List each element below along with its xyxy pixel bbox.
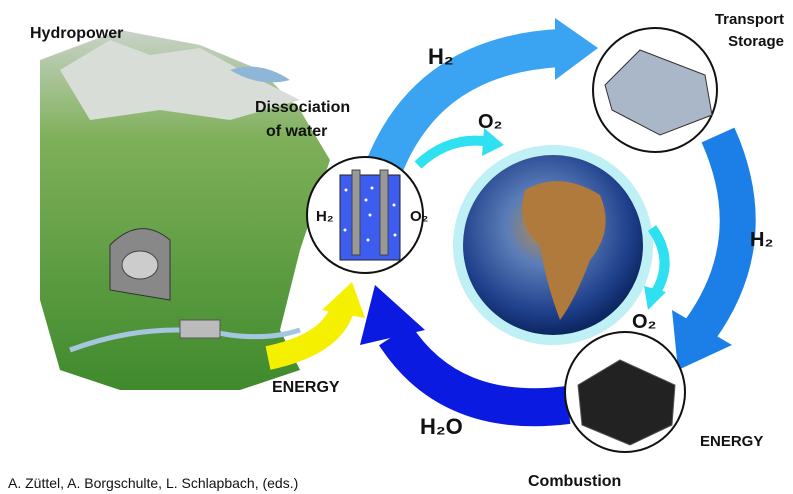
combustion-label: Combustion xyxy=(528,473,621,490)
dissociation-label: Dissociation xyxy=(255,99,350,116)
diagram: Hydropower Dissociation of water Transpo… xyxy=(0,0,793,494)
dissociation-label: of water xyxy=(266,123,327,140)
electrolyzer-h2: H₂ xyxy=(316,208,334,225)
electrode xyxy=(380,170,388,255)
h2o-arrow xyxy=(395,335,568,407)
o2-label: O₂ xyxy=(478,111,502,133)
transport-label: Transport xyxy=(715,11,784,28)
hydropower-label: Hydropower xyxy=(30,25,123,42)
electrolyzer-o2: O₂ xyxy=(410,208,428,225)
h2o-label: H₂O xyxy=(420,414,463,439)
energy-label: ENERGY xyxy=(272,379,340,396)
o2-arrow-top xyxy=(418,141,490,165)
electrolyte xyxy=(340,175,400,260)
h2-label: H₂ xyxy=(750,229,773,251)
o2-label: O₂ xyxy=(632,311,656,333)
h2-label: H₂ xyxy=(428,44,454,69)
energy-label: ENERGY xyxy=(700,433,763,450)
o2-arrow-right xyxy=(652,228,665,292)
substation xyxy=(180,320,220,338)
storage-label: Storage xyxy=(728,33,784,50)
turbine xyxy=(122,251,158,279)
electrode xyxy=(352,170,360,255)
citation: A. Züttel, A. Borgschulte, L. Schlapbach… xyxy=(8,475,298,491)
h2-arrow-right xyxy=(700,135,738,330)
arrowhead xyxy=(555,18,598,80)
